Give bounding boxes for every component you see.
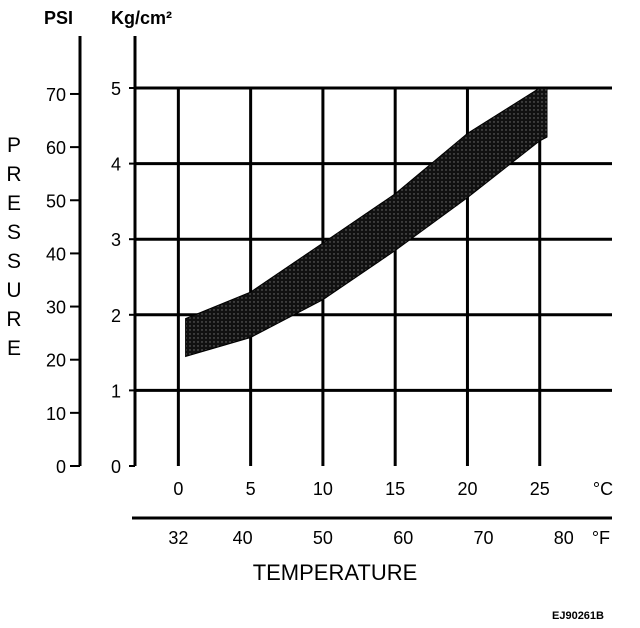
- y-axis-title-letter-4: S: [7, 221, 21, 244]
- celsius-tick-label-5: 5: [246, 479, 256, 499]
- psi-tick-label-40: 40: [46, 244, 66, 264]
- psi-unit-label: PSI: [44, 8, 73, 28]
- kgcm2-tick-label-4: 4: [111, 155, 121, 175]
- pressure-band: [185, 87, 548, 358]
- celsius-tick-label-15: 15: [385, 479, 405, 499]
- kgcm2-tick-label-0: 0: [111, 457, 121, 477]
- psi-tick-label-50: 50: [46, 191, 66, 211]
- y-axis-title-letter-7: R: [6, 308, 21, 331]
- axes: [70, 36, 612, 520]
- psi-tick-label-70: 70: [46, 85, 66, 105]
- celsius-tick-label-0: 0: [173, 479, 183, 499]
- y-axis-title-letter-1: P: [7, 134, 21, 157]
- celsius-tick-label-10: 10: [313, 479, 333, 499]
- fahrenheit-unit-label: °F: [592, 528, 610, 548]
- y-axis-title-letter-8: E: [7, 337, 21, 360]
- kgcm2-unit-label: Kg/cm²: [111, 8, 172, 28]
- kgcm2-tick-label-2: 2: [111, 306, 121, 326]
- figure-code: EJ90261B: [552, 610, 604, 622]
- psi-tick-label-30: 30: [46, 298, 66, 318]
- fahrenheit-tick-label-32: 32: [168, 528, 188, 548]
- psi-tick-label-20: 20: [46, 351, 66, 371]
- y-axis-title-letter-3: E: [7, 192, 21, 215]
- y-axis-title-letter-5: S: [7, 250, 21, 273]
- celsius-tick-label-20: 20: [457, 479, 477, 499]
- psi-tick-label-60: 60: [46, 138, 66, 158]
- y-axis-title-letter-6: U: [6, 279, 21, 302]
- kgcm2-tick-label-3: 3: [111, 230, 121, 250]
- fahrenheit-tick-label-40: 40: [233, 528, 253, 548]
- grid-lines: [135, 86, 612, 466]
- y-axis-title-letter-2: R: [6, 163, 21, 186]
- fahrenheit-tick-label-70: 70: [473, 528, 493, 548]
- psi-tick-label-10: 10: [46, 404, 66, 424]
- kgcm2-tick-label-1: 1: [111, 381, 121, 401]
- psi-tick-label-0: 0: [56, 457, 66, 477]
- fahrenheit-tick-label-80: 80: [554, 528, 574, 548]
- celsius-unit-label: °C: [593, 479, 613, 499]
- kgcm2-tick-label-5: 5: [111, 79, 121, 99]
- fahrenheit-tick-label-50: 50: [313, 528, 333, 548]
- x-axis-title: TEMPERATURE: [253, 560, 418, 585]
- fahrenheit-tick-label-60: 60: [393, 528, 413, 548]
- celsius-tick-label-25: 25: [530, 479, 550, 499]
